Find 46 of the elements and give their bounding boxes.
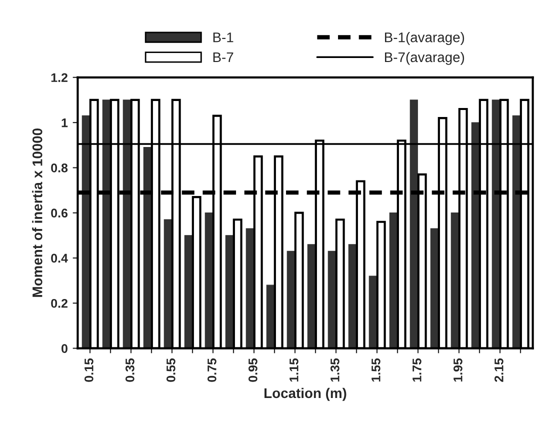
- bar: [102, 100, 110, 348]
- legend-label: B-7(avarage): [385, 52, 464, 65]
- bar: [122, 100, 131, 348]
- bar: [184, 235, 192, 348]
- bar: [204, 212, 213, 348]
- x-tick-label: 1.75: [412, 358, 422, 382]
- bar: [246, 228, 254, 348]
- bar: [368, 276, 377, 348]
- y-axis-title: Moment of inertia x 10000: [32, 128, 42, 297]
- bar: [164, 219, 172, 348]
- y-tick-label: 1: [62, 118, 68, 128]
- x-tick-label: 1.35: [330, 358, 340, 382]
- bar: [286, 250, 295, 348]
- x-tick-label: 0.95: [248, 358, 258, 382]
- bar: [389, 212, 398, 348]
- y-tick-label: 0.6: [51, 208, 68, 218]
- bar: [143, 147, 152, 348]
- bar: [512, 115, 520, 348]
- x-tick-label: 0.55: [166, 358, 176, 382]
- bar: [410, 100, 418, 348]
- x-tick-label: 2.15: [494, 358, 504, 382]
- x-tick-label: 0.15: [84, 358, 94, 382]
- bar: [225, 235, 234, 348]
- bar: [266, 284, 274, 348]
- bar: [328, 250, 336, 348]
- y-tick-label: 0.8: [51, 164, 68, 172]
- x-tick-label: 0.75: [208, 358, 216, 382]
- bar: [348, 244, 356, 348]
- x-tick-label: 1.55: [372, 358, 380, 382]
- x-axis-title: Location (m): [264, 388, 346, 401]
- legend-label: B-1(avarage): [385, 32, 464, 46]
- y-tick-label: 0.4: [51, 254, 68, 263]
- y-tick-label: 0.2: [51, 298, 68, 308]
- bar: [450, 212, 459, 348]
- x-tick-label: 1.15: [290, 358, 298, 382]
- bar: [82, 115, 90, 348]
- bar: [471, 122, 480, 348]
- y-tick-label: 1.2: [51, 73, 68, 82]
- x-tick-label: 1.95: [454, 358, 462, 382]
- bar: [430, 228, 438, 348]
- legend-label: B-1: [213, 32, 234, 42]
- x-tick-label: 0.35: [126, 358, 134, 382]
- bar: [492, 100, 500, 348]
- legend-label: B-7: [213, 52, 234, 62]
- y-tick-label: 0: [62, 344, 68, 353]
- bar: [307, 244, 316, 348]
